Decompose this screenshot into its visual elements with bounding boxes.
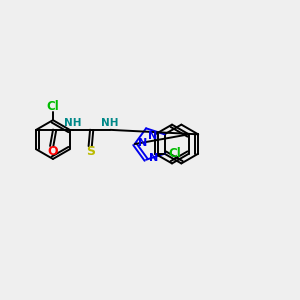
Text: NH: NH xyxy=(64,118,82,128)
Text: N: N xyxy=(138,137,147,148)
Text: Cl: Cl xyxy=(169,147,182,160)
Text: S: S xyxy=(86,145,95,158)
Text: Cl: Cl xyxy=(46,100,59,113)
Text: NH: NH xyxy=(101,118,119,128)
Text: O: O xyxy=(47,145,58,158)
Text: N: N xyxy=(148,131,157,141)
Text: N: N xyxy=(149,153,158,163)
